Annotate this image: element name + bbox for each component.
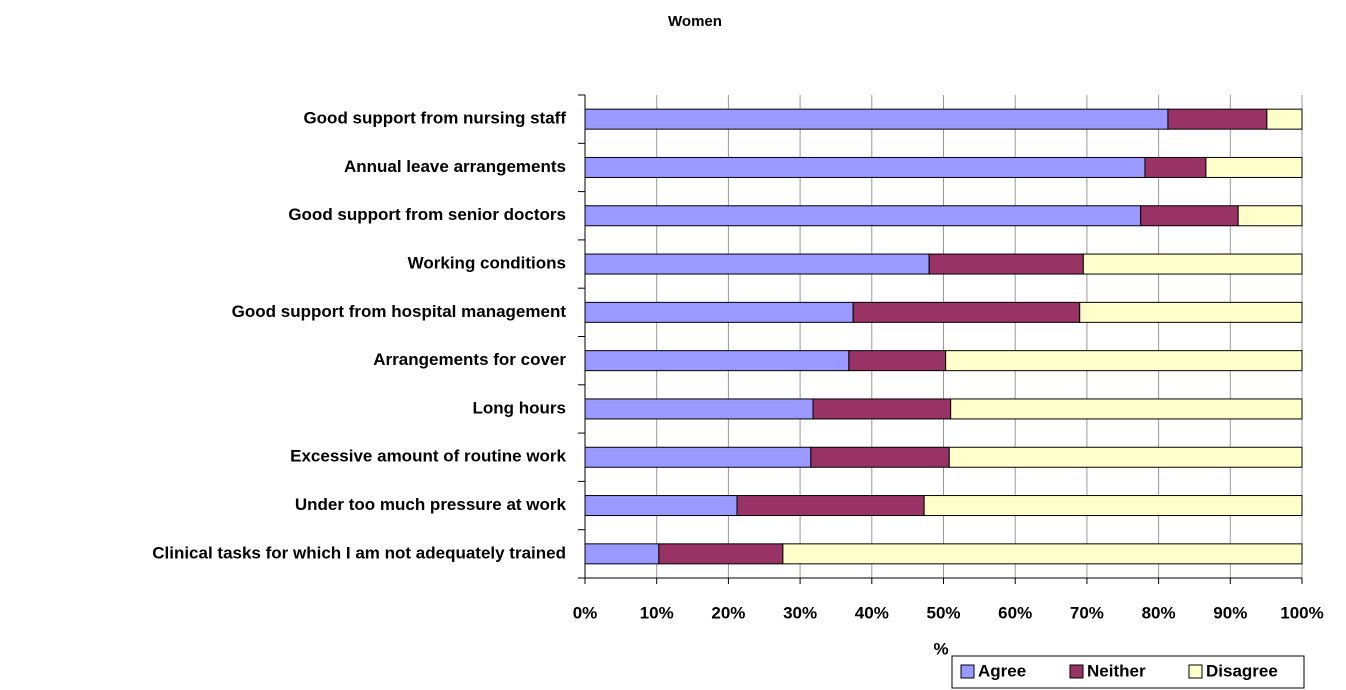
y-tick-label: Excessive amount of routine work <box>290 447 566 466</box>
bar-segment <box>584 156 1146 178</box>
bar-segment <box>1140 205 1239 227</box>
bar-segment <box>584 205 1142 227</box>
bar-segment <box>848 350 947 372</box>
chart-title: Women <box>668 13 722 30</box>
bar-segment <box>1237 205 1303 227</box>
bar-segment <box>584 253 930 275</box>
y-tick-label: Annual leave arrangements <box>344 157 566 176</box>
x-tick-label: 70% <box>1070 603 1104 622</box>
bar-segment <box>948 446 1303 468</box>
bar-segment <box>782 543 1303 565</box>
x-tick-label: 0% <box>573 603 598 622</box>
bar-segment <box>950 398 1303 420</box>
x-axis-label: % <box>933 639 948 658</box>
y-tick-label: Arrangements for cover <box>373 350 566 369</box>
y-tick-label: Working conditions <box>408 254 566 273</box>
x-tick-label: 100% <box>1280 603 1323 622</box>
legend-label: Disagree <box>1206 661 1278 680</box>
bar-segment <box>810 446 950 468</box>
legend-swatch <box>1069 664 1084 679</box>
legend-box <box>951 655 1305 689</box>
bar-segment <box>584 108 1169 130</box>
bar-segment <box>1167 108 1268 130</box>
bar-segment <box>945 350 1303 372</box>
x-tick-label: 50% <box>926 603 960 622</box>
x-tick-label: 40% <box>855 603 889 622</box>
bar-segment <box>1079 301 1303 323</box>
y-tick-label: Clinical tasks for which I am not adequa… <box>152 543 566 562</box>
legend-swatch <box>960 664 975 679</box>
x-tick-label: 90% <box>1213 603 1247 622</box>
y-tick-label: Good support from hospital management <box>232 302 567 321</box>
y-tick-label: Good support from senior doctors <box>288 205 566 224</box>
bar-segment <box>1266 108 1303 130</box>
bar-segment <box>736 495 925 517</box>
bar-segment <box>1205 156 1303 178</box>
y-tick-label: Long hours <box>473 398 566 417</box>
bar-segment <box>584 301 854 323</box>
legend-label: Agree <box>978 661 1026 680</box>
y-tick-label: Under too much pressure at work <box>295 495 567 514</box>
x-tick-label: 10% <box>640 603 674 622</box>
bar-segment <box>928 253 1084 275</box>
bar-segment <box>852 301 1081 323</box>
bar-segment <box>812 398 952 420</box>
legend-label: Neither <box>1087 661 1146 680</box>
legend-swatch <box>1188 664 1203 679</box>
x-tick-label: 30% <box>783 603 817 622</box>
bar-segment <box>1144 156 1207 178</box>
bar-segment <box>584 398 814 420</box>
bar-segment <box>1082 253 1303 275</box>
bar-segment <box>584 495 738 517</box>
bar-segment <box>584 446 812 468</box>
bar-segment <box>923 495 1303 517</box>
bar-segment <box>584 350 850 372</box>
x-tick-label: 80% <box>1142 603 1176 622</box>
x-tick-label: 20% <box>711 603 745 622</box>
x-tick-label: 60% <box>998 603 1032 622</box>
bar-segment <box>658 543 784 565</box>
bar-segment <box>584 543 660 565</box>
y-tick-label: Good support from nursing staff <box>303 109 566 128</box>
